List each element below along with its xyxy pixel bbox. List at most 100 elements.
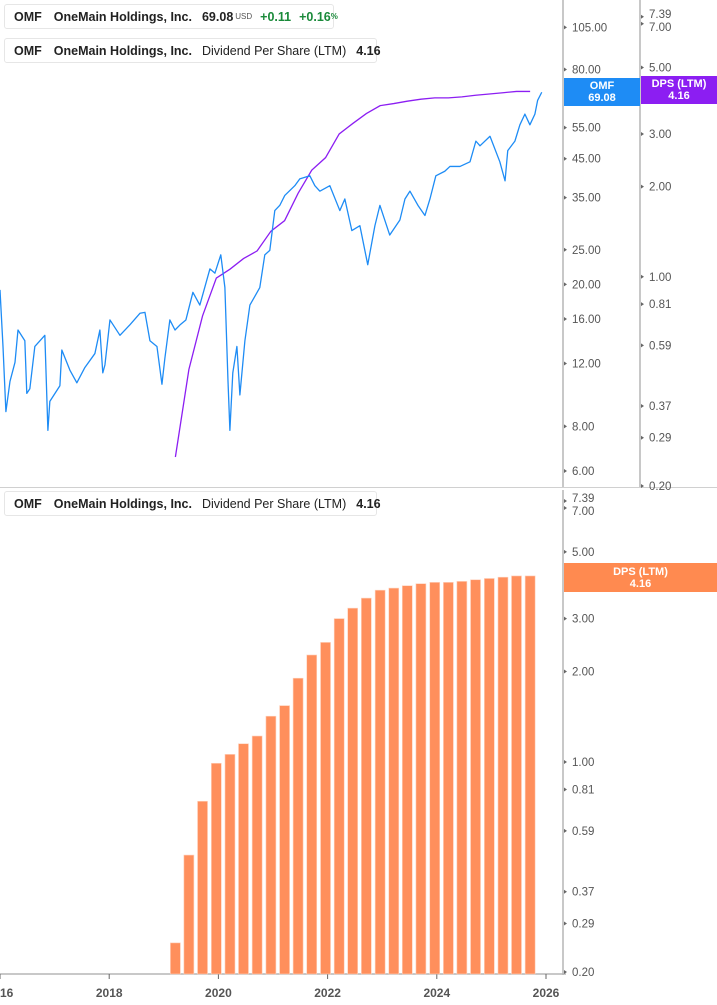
price-axis-tick-mark	[564, 282, 567, 287]
dps-bar	[470, 579, 481, 975]
x-tick-label: 2020	[205, 986, 232, 1000]
dps-bar	[429, 582, 441, 975]
dps-bar	[497, 576, 509, 975]
dps-axis-bottom-tick-mark	[564, 498, 567, 503]
dps-bar	[224, 754, 236, 975]
dps-axis-bottom-tick-label: 7.00	[572, 506, 594, 518]
dps-axis-top-tick-mark	[641, 131, 644, 136]
dps-axis-bottom-tick-label: 5.00	[572, 547, 594, 559]
dps-axis-top-tick-label: 2.00	[649, 182, 671, 194]
dps-axis-top-tick-label: 0.20	[649, 481, 671, 493]
dps-bar	[170, 942, 181, 975]
dps-axis-top-tick-label: 1.00	[649, 272, 671, 284]
dps-axis-bottom-tick-label: 1.00	[572, 757, 594, 769]
dps-bar	[265, 715, 277, 975]
dps-axis-top-tick-label: 7.39	[649, 9, 671, 21]
dps-axis-bottom-tick-label: 2.00	[572, 667, 594, 679]
legend-value: 4.16	[356, 43, 381, 58]
dps-axis-top-tick-label: 5.00	[649, 63, 671, 75]
dps-bar	[306, 654, 318, 975]
dps-axis-top-tick-label: 0.29	[649, 433, 671, 445]
price-axis-tick-label: 45.00	[572, 154, 601, 166]
price-tag: OMF 69.08	[564, 78, 640, 106]
price-axis-tick-mark	[564, 125, 567, 130]
x-tick-label: 2024	[423, 986, 450, 1000]
legend-company: OneMain Holdings, Inc.	[53, 43, 192, 58]
price-axis-tick-label: 16.00	[572, 314, 601, 326]
price-axis-tick-mark	[564, 424, 567, 429]
legend-company: OneMain Holdings, Inc.	[53, 496, 192, 511]
dps-axis-bottom-tick-label: 0.59	[572, 826, 594, 838]
x-tick-label: 2026	[533, 986, 560, 1000]
legend-metric: Dividend Per Share (LTM)	[201, 43, 347, 58]
dps-axis-bottom-tick-label: 0.37	[572, 887, 594, 899]
dps-axis-bottom-tick-mark	[564, 549, 567, 554]
dps-bar	[415, 583, 427, 975]
legend-price-value: 69.08	[201, 9, 234, 24]
dps-axis-bottom-tick-mark	[564, 506, 567, 511]
price-tag-label: OMF	[589, 80, 615, 92]
dps-axis-bottom-tick-label: 3.00	[572, 614, 594, 626]
dps-axis-top-tick-mark	[641, 184, 644, 189]
dps-axis-top-tick-label: 0.59	[649, 340, 671, 352]
price-axis-tick-label: 25.00	[572, 245, 601, 257]
dps-top-tag-value: 4.16	[668, 90, 690, 102]
price-axis-tick-mark	[564, 67, 567, 72]
price-axis-tick-mark	[564, 247, 567, 252]
dps-axis-top-tick-mark	[641, 484, 644, 488]
dps-bar	[401, 585, 413, 975]
dps-axis-bottom-tick-mark	[564, 828, 567, 833]
dps-axis-bottom-tick-label: 0.81	[572, 784, 594, 796]
dps-top-tag: DPS (LTM) 4.16	[641, 76, 717, 104]
dps-bar	[211, 762, 222, 975]
dps-bar	[238, 743, 249, 975]
dps-bottom-tag: DPS (LTM) 4.16	[564, 563, 717, 592]
price-axis-tick-label: 55.00	[572, 123, 601, 135]
price-axis-tick-label: 80.00	[572, 65, 601, 77]
price-axis-tick-label: 35.00	[572, 193, 601, 205]
dps-axis-top-tick-mark	[641, 435, 644, 440]
dps-axis-top-tick-label: 0.37	[649, 401, 671, 413]
dps-bar	[374, 589, 386, 975]
price-tag-value: 69.08	[588, 92, 616, 104]
dps-axis-bottom-tick-mark	[564, 889, 567, 894]
legend-metric: Dividend Per Share (LTM)	[201, 496, 347, 511]
price-axis-tick-mark	[564, 316, 567, 321]
dps-bar	[511, 575, 522, 975]
price-axis-tick-mark	[564, 25, 567, 30]
dps-axis-top-tick-mark	[641, 404, 644, 409]
dps-axis-bottom-tick-mark	[564, 970, 567, 974]
dps-axis-top-tick-mark	[641, 65, 644, 70]
dps-axis-bottom-tick-mark	[564, 787, 567, 792]
legend-pct-sign: %	[330, 12, 338, 21]
price-axis-tick-label: 20.00	[572, 279, 601, 291]
dps-axis-top-tick-label: 3.00	[649, 129, 671, 141]
dps-axis-bottom-tick-mark	[564, 669, 567, 674]
legend-dps-bottom[interactable]: OMF OneMain Holdings, Inc. Dividend Per …	[4, 491, 381, 516]
legend-ticker: OMF	[14, 43, 42, 58]
dps-axis-top-tick-mark	[641, 343, 644, 348]
dps-axis-bottom-tick-mark	[564, 921, 567, 926]
dps-bar	[524, 575, 536, 975]
dps-axis-top-tick-mark	[641, 14, 644, 19]
legend-company: OneMain Holdings, Inc.	[53, 9, 192, 24]
legend-change: +0.11	[260, 9, 292, 24]
dps-axis-bottom-tick-label: 0.29	[572, 919, 594, 931]
price-line	[0, 91, 543, 431]
legend-value: 4.16	[356, 496, 381, 511]
dps-bar	[388, 587, 400, 975]
legend-price[interactable]: OMF OneMain Holdings, Inc. 69.08 USD +0.…	[4, 4, 338, 29]
dps-axis-top-tick-mark	[641, 302, 644, 307]
dps-bar	[361, 597, 372, 975]
legend-ticker: OMF	[14, 9, 42, 24]
dps-line	[174, 90, 531, 458]
dps-bar	[183, 854, 195, 975]
dps-axis-bottom-tick-label: 0.20	[572, 967, 594, 979]
legend-currency: USD	[235, 12, 253, 21]
legend-dps-top[interactable]: OMF OneMain Holdings, Inc. Dividend Per …	[4, 38, 381, 63]
price-axis-tick-label: 8.00	[572, 421, 594, 433]
legend-ticker: OMF	[14, 496, 42, 511]
dps-bar	[320, 642, 331, 975]
